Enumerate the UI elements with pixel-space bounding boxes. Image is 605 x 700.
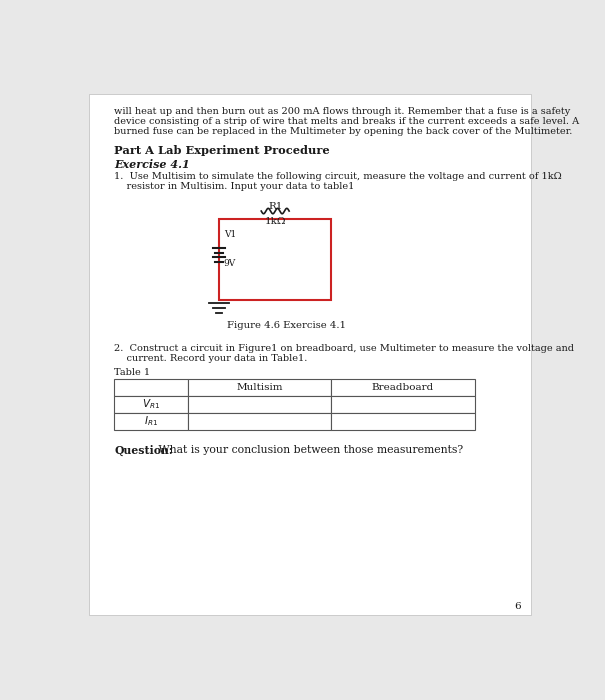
Bar bbox=[332, 379, 475, 396]
Text: 1kΩ: 1kΩ bbox=[264, 217, 286, 226]
Text: will heat up and then burn out as 200 mA flows through it. Remember that a fuse : will heat up and then burn out as 200 mA… bbox=[114, 107, 571, 116]
Text: What is your conclusion between those measurements?: What is your conclusion between those me… bbox=[155, 445, 463, 455]
Text: Breadboard: Breadboard bbox=[372, 383, 434, 392]
Bar bbox=[188, 413, 332, 430]
Bar bbox=[114, 396, 188, 413]
Text: Figure 4.6 Exercise 4.1: Figure 4.6 Exercise 4.1 bbox=[227, 321, 345, 330]
Bar bbox=[188, 396, 332, 413]
Text: Part A Lab Experiment Procedure: Part A Lab Experiment Procedure bbox=[114, 145, 330, 156]
Text: burned fuse can be replaced in the Multimeter by opening the back cover of the M: burned fuse can be replaced in the Multi… bbox=[114, 127, 573, 136]
Text: $I_{R1}$: $I_{R1}$ bbox=[144, 414, 159, 428]
Text: current. Record your data in Table1.: current. Record your data in Table1. bbox=[114, 354, 308, 363]
Text: Multisim: Multisim bbox=[237, 383, 283, 392]
Bar bbox=[114, 379, 188, 396]
Text: 9V: 9V bbox=[224, 259, 236, 268]
Text: resistor in Multisim. Input your data to table1: resistor in Multisim. Input your data to… bbox=[114, 182, 355, 191]
Text: R1: R1 bbox=[268, 202, 283, 211]
Text: Question:: Question: bbox=[114, 445, 173, 456]
Text: Exercise 4.1: Exercise 4.1 bbox=[114, 159, 190, 169]
Bar bbox=[188, 379, 332, 396]
Bar bbox=[332, 396, 475, 413]
Bar bbox=[219, 218, 332, 300]
Text: $V_{R1}$: $V_{R1}$ bbox=[142, 398, 160, 411]
Text: 6: 6 bbox=[515, 603, 522, 612]
Text: V1: V1 bbox=[224, 230, 236, 239]
Text: Table 1: Table 1 bbox=[114, 368, 151, 377]
Bar bbox=[332, 413, 475, 430]
Text: device consisting of a strip of wire that melts and breaks if the current exceed: device consisting of a strip of wire tha… bbox=[114, 117, 580, 126]
Text: 2.  Construct a circuit in Figure1 on breadboard, use Multimeter to measure the : 2. Construct a circuit in Figure1 on bre… bbox=[114, 344, 574, 354]
Text: 1.  Use Multisim to simulate the following circuit, measure the voltage and curr: 1. Use Multisim to simulate the followin… bbox=[114, 172, 562, 181]
Bar bbox=[114, 413, 188, 430]
